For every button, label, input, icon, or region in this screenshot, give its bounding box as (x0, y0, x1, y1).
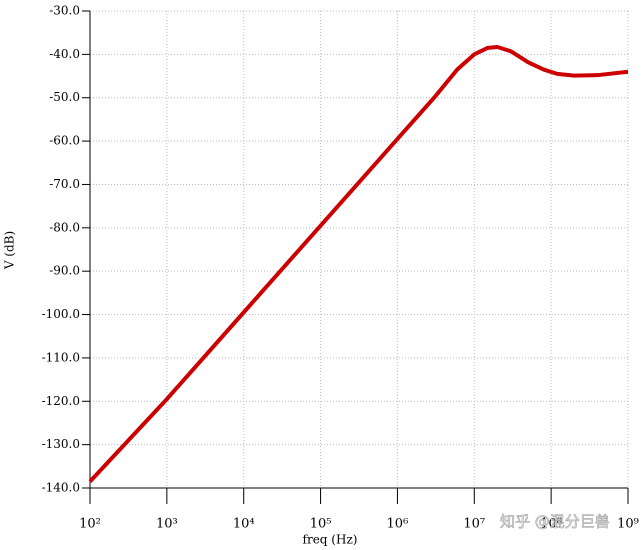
y-axis-label: V (dB) (3, 231, 17, 270)
y-tick-label: -40.0 (49, 47, 80, 61)
y-tick-label: -50.0 (49, 90, 80, 104)
y-tick-label: -90.0 (49, 264, 80, 278)
y-tick-label: -70.0 (49, 177, 80, 191)
y-tick-label: -130.0 (42, 437, 80, 451)
x-tick-label: 10⁹ (617, 517, 639, 532)
y-tick-label: -100.0 (42, 307, 80, 321)
y-tick-label: -120.0 (42, 394, 80, 408)
data-line (88, 44, 629, 483)
y-tick-label: -60.0 (49, 134, 80, 148)
y-tick-label: -140.0 (42, 481, 80, 495)
x-tick-label: 10² (79, 517, 101, 532)
x-tick-label: 10⁷ (463, 517, 485, 532)
x-axis-label: freq (Hz) (303, 533, 358, 547)
x-tick-label: 10⁴ (233, 517, 255, 532)
x-tick-label: 10⁶ (387, 517, 409, 532)
y-tick-label: -80.0 (49, 220, 80, 234)
x-tick-label: 10³ (156, 517, 178, 532)
x-tick-label: 10⁵ (310, 517, 332, 532)
x-tick-label: 10⁸ (540, 517, 562, 532)
watermark: 知乎 @混分巨兽 (500, 513, 610, 531)
y-tick-label: -30.0 (49, 4, 80, 18)
y-tick-label: -110.0 (42, 350, 80, 364)
